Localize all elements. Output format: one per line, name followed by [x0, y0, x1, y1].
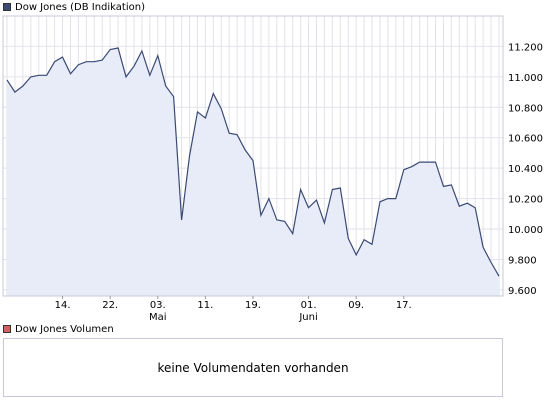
y-tick-label: 10.200	[508, 195, 543, 206]
x-tick-label: 22.	[102, 300, 118, 311]
x-tick-label: 03.	[150, 300, 166, 311]
price-chart: 11.200 11.000 10.800 10.600 10.400 10.200 10.0…	[2, 15, 543, 323]
x-tick-label: 14.	[55, 300, 71, 311]
month-label: Juni	[298, 312, 317, 323]
month-label: Mai	[149, 312, 167, 323]
volume-empty-message: keine Volumendaten vorhanden	[157, 360, 349, 375]
x-tick-label: 11.	[197, 300, 213, 311]
series-line	[6, 47, 500, 277]
price-legend-label: Dow Jones (DB Indikation)	[15, 1, 145, 13]
series-area	[7, 48, 499, 296]
x-tick-label: 09.	[348, 300, 364, 311]
y-tick-label: 9.600	[508, 286, 537, 297]
price-legend-swatch	[3, 3, 11, 11]
volume-legend-swatch	[3, 325, 11, 333]
y-tick-label: 11.000	[508, 73, 543, 84]
y-tick-label: 10.800	[508, 103, 543, 114]
y-tick-label: 10.600	[508, 134, 543, 145]
y-tick-label: 9.800	[508, 255, 537, 266]
y-tick-label: 10.400	[508, 164, 543, 175]
volume-legend: Dow Jones Volumen	[3, 322, 114, 336]
x-tick-label: 17.	[396, 300, 412, 311]
volume-panel: keine Volumendaten vorhanden	[3, 338, 503, 397]
volume-legend-label: Dow Jones Volumen	[15, 323, 114, 335]
price-legend: Dow Jones (DB Indikation)	[3, 0, 145, 14]
y-tick-label: 10.000	[508, 225, 543, 236]
x-tick-label: 19.	[245, 300, 261, 311]
x-tick-label: 01.	[301, 300, 317, 311]
y-tick-label: 11.200	[508, 42, 543, 53]
